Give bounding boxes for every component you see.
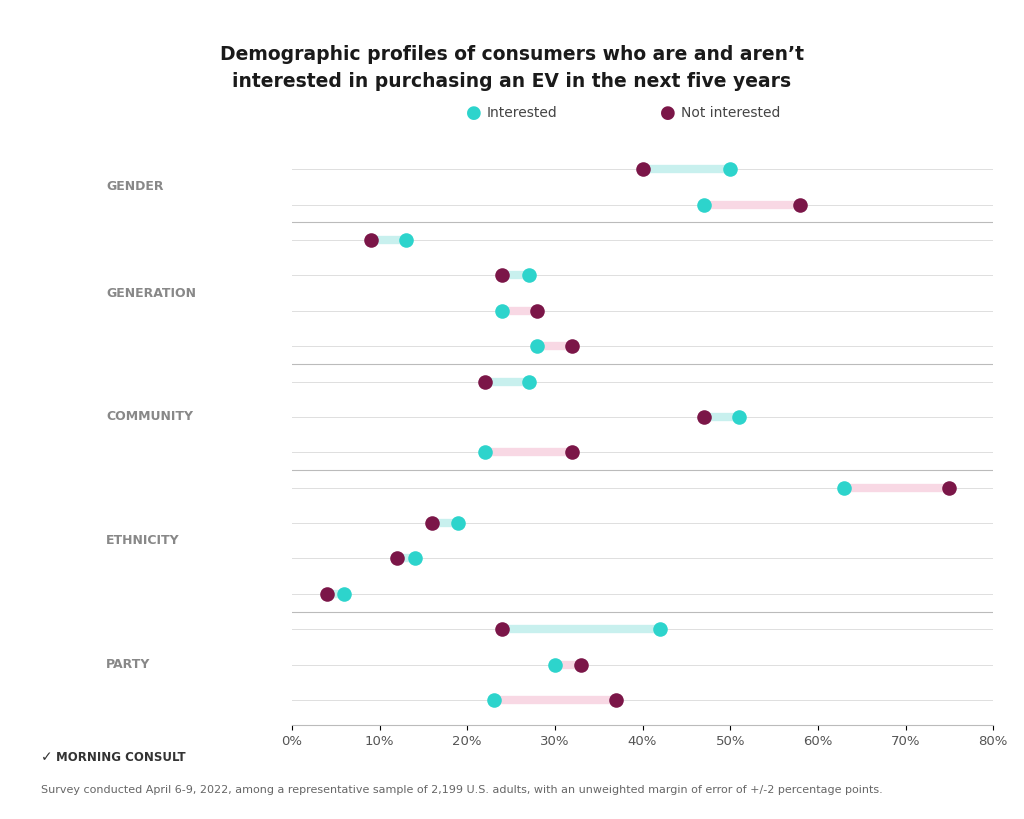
Point bbox=[634, 163, 651, 176]
Text: Demographic profiles of consumers who are and aren’t
interested in purchasing an: Demographic profiles of consumers who ar… bbox=[220, 45, 804, 91]
Point bbox=[476, 446, 493, 459]
Point bbox=[529, 304, 546, 317]
Point bbox=[722, 163, 738, 176]
Text: PARTY: PARTY bbox=[105, 658, 151, 671]
Point bbox=[336, 587, 352, 600]
Point bbox=[494, 622, 510, 636]
Text: MORNING CONSULT: MORNING CONSULT bbox=[56, 751, 186, 764]
Point bbox=[564, 340, 581, 353]
Point bbox=[695, 410, 712, 423]
Point bbox=[695, 198, 712, 211]
Point bbox=[836, 481, 852, 494]
Point bbox=[494, 304, 510, 317]
Point bbox=[520, 375, 537, 388]
Point bbox=[608, 694, 625, 707]
Point bbox=[424, 517, 440, 530]
Point bbox=[793, 198, 809, 211]
Point bbox=[564, 446, 581, 459]
Point bbox=[731, 410, 748, 423]
Text: GENDER: GENDER bbox=[105, 180, 164, 193]
Point bbox=[652, 622, 669, 636]
Text: ETHNICITY: ETHNICITY bbox=[105, 534, 179, 547]
Text: Not interested: Not interested bbox=[681, 106, 780, 120]
Text: ●: ● bbox=[466, 104, 481, 122]
Point bbox=[407, 552, 423, 565]
Text: ●: ● bbox=[660, 104, 676, 122]
Text: COMMUNITY: COMMUNITY bbox=[105, 410, 193, 423]
Point bbox=[520, 269, 537, 282]
Point bbox=[573, 658, 590, 672]
Point bbox=[318, 587, 335, 600]
Point bbox=[476, 375, 493, 388]
Point bbox=[547, 658, 563, 672]
Point bbox=[397, 233, 414, 247]
Point bbox=[941, 481, 957, 494]
Point bbox=[389, 552, 406, 565]
Point bbox=[529, 340, 546, 353]
Point bbox=[451, 517, 467, 530]
Text: GENERATION: GENERATION bbox=[105, 287, 196, 300]
Point bbox=[485, 694, 502, 707]
Point bbox=[362, 233, 379, 247]
Point bbox=[494, 269, 510, 282]
Text: ✓: ✓ bbox=[41, 750, 52, 765]
Text: Interested: Interested bbox=[486, 106, 557, 120]
Text: Survey conducted April 6-9, 2022, among a representative sample of 2,199 U.S. ad: Survey conducted April 6-9, 2022, among … bbox=[41, 785, 883, 794]
